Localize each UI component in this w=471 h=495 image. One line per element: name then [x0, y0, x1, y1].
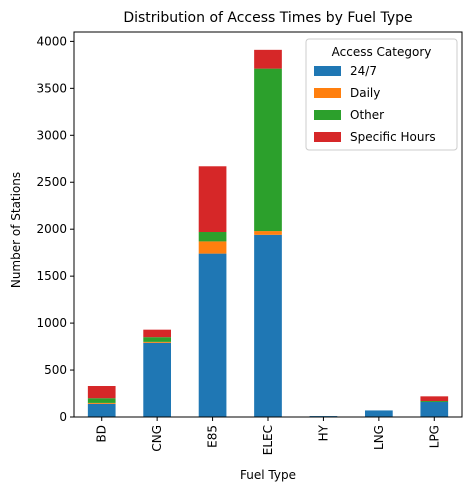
bar-segment-bd-3	[87, 386, 116, 399]
legend-entry-0: 24/7	[350, 64, 377, 78]
x-tick-label-lng: LNG	[372, 425, 386, 450]
bar-segment-lpg-3	[420, 396, 449, 402]
legend-entry-3: Specific Hours	[350, 130, 436, 144]
bar-segment-lng-0	[365, 410, 393, 417]
x-tick-label-elec: ELEC	[261, 425, 275, 455]
y-tick-label: 4000	[36, 34, 67, 48]
bar-segment-cng-3	[143, 329, 171, 338]
x-tick-label-cng: CNG	[150, 425, 164, 452]
x-tick-label-hy: HY	[316, 424, 330, 441]
legend-swatch-1	[314, 88, 341, 98]
bar-segment-elec-1	[254, 231, 282, 235]
bar-segment-cng-1	[143, 341, 171, 343]
bars-layer	[87, 49, 449, 417]
y-tick-label: 1500	[36, 269, 67, 283]
y-tick-label: 2000	[36, 222, 67, 236]
legend-swatch-2	[314, 110, 341, 120]
y-tick-label: 3000	[36, 128, 67, 142]
legend-entry-1: Daily	[350, 86, 380, 100]
bar-segment-lpg-0	[420, 401, 449, 417]
bar-segment-elec-3	[254, 49, 282, 69]
axes-layer: 0 500 1000 1500 2000 2500 3000 3500 4000 BD CNG E85…	[36, 31, 463, 455]
y-tick-label: 0	[59, 410, 67, 424]
bar-segment-bd-2	[87, 398, 116, 403]
bar-segment-cng-2	[143, 337, 171, 342]
legend: Access Category 24/7 Daily Other Specific Ho…	[305, 38, 458, 151]
y-tick-label: 2500	[36, 175, 67, 189]
legend-box	[305, 38, 458, 151]
x-tick-label-e85: E85	[206, 425, 220, 448]
bar-segment-bd-1	[87, 402, 116, 404]
bar-segment-e85-2	[198, 232, 227, 242]
x-axis-label: Fuel Type	[240, 468, 296, 482]
bar-segment-bd-0	[87, 403, 116, 417]
y-tick-label: 1000	[36, 316, 67, 330]
bar-segment-elec-2	[254, 68, 282, 232]
chart-title: Distribution of Access Times by Fuel Typ…	[123, 10, 412, 26]
legend-swatch-3	[314, 132, 341, 142]
legend-title: Access Category	[332, 45, 432, 59]
bar-segment-cng-0	[143, 342, 171, 417]
x-tick-label-bd: BD	[95, 425, 109, 442]
x-tick-label-lpg: LPG	[427, 425, 441, 448]
bar-segment-lpg-2	[420, 401, 449, 402]
y-tick-label: 3500	[36, 81, 67, 95]
y-tick-label: 500	[44, 363, 67, 377]
bar-segment-elec-0	[254, 234, 282, 417]
bar-segment-e85-1	[198, 241, 227, 254]
bar-segment-e85-3	[198, 166, 227, 233]
bar-segment-e85-0	[198, 253, 227, 417]
legend-entry-2: Other	[350, 108, 384, 122]
legend-swatch-0	[314, 66, 341, 76]
y-axis-label: Number of Stations	[9, 172, 23, 288]
